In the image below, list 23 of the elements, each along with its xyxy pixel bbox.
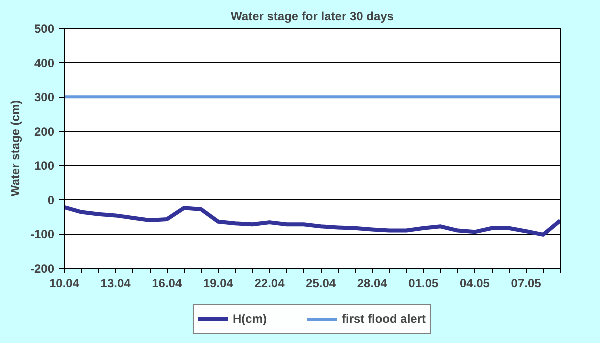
- y-tick-label: 100: [34, 159, 55, 174]
- x-tick-label: 13.04: [100, 276, 132, 290]
- x-tick-label: 10.04: [49, 276, 80, 290]
- x-tick-label: 01.05: [408, 276, 440, 290]
- legend-label: H(cm): [232, 312, 267, 326]
- chart-title: Water stage for later 30 days: [231, 10, 394, 24]
- x-tick-label: 04.05: [460, 276, 490, 290]
- y-tick-label: -200: [30, 262, 55, 276]
- y-tick-label: 400: [34, 56, 55, 70]
- x-tick-label: 07.05: [511, 276, 542, 290]
- y-tick-label: 500: [34, 22, 55, 36]
- x-tick-label: 19.04: [203, 276, 234, 290]
- x-tick-label: 28.04: [357, 276, 388, 290]
- y-tick-label: 300: [34, 90, 55, 105]
- y-tick-label: -100: [30, 228, 55, 242]
- y-axis-title: Water stage (cm): [8, 100, 22, 197]
- x-tick-label: 16.04: [152, 276, 182, 290]
- x-tick-label: 25.04: [306, 276, 336, 290]
- legend-label: first flood alert: [342, 312, 426, 326]
- y-tick-label: 200: [34, 124, 55, 139]
- x-tick-label: 22.04: [254, 276, 286, 290]
- y-tick-label: 0: [48, 193, 55, 208]
- line-series: [64, 205, 560, 237]
